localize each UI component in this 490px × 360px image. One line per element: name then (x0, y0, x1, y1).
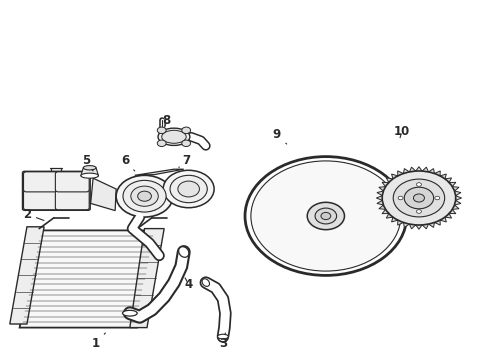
Circle shape (138, 191, 151, 201)
Circle shape (315, 208, 337, 224)
Circle shape (416, 210, 421, 213)
Circle shape (245, 157, 407, 275)
Circle shape (182, 140, 191, 147)
Circle shape (170, 175, 207, 203)
Ellipse shape (122, 310, 137, 316)
Polygon shape (81, 168, 98, 176)
Text: 7: 7 (179, 154, 190, 167)
Ellipse shape (179, 247, 189, 257)
Polygon shape (316, 228, 365, 269)
Polygon shape (344, 178, 392, 221)
Polygon shape (264, 174, 328, 202)
FancyBboxPatch shape (24, 172, 57, 192)
Circle shape (382, 171, 456, 225)
Circle shape (131, 186, 158, 206)
Ellipse shape (162, 130, 186, 143)
FancyBboxPatch shape (24, 190, 57, 210)
FancyBboxPatch shape (55, 190, 89, 210)
Ellipse shape (202, 279, 210, 287)
Ellipse shape (83, 166, 96, 170)
Text: 5: 5 (82, 154, 93, 171)
Circle shape (251, 161, 401, 271)
Circle shape (398, 196, 403, 200)
Polygon shape (252, 206, 312, 234)
Circle shape (435, 196, 440, 200)
Circle shape (414, 194, 424, 202)
Circle shape (182, 127, 191, 134)
Circle shape (157, 127, 166, 134)
Circle shape (321, 212, 331, 220)
Polygon shape (318, 162, 343, 208)
Polygon shape (281, 218, 308, 267)
Polygon shape (10, 227, 44, 324)
Text: 8: 8 (163, 114, 171, 127)
Ellipse shape (158, 128, 190, 145)
Circle shape (123, 180, 166, 212)
Polygon shape (20, 230, 157, 328)
Circle shape (116, 175, 173, 217)
Circle shape (416, 183, 421, 186)
Circle shape (393, 179, 445, 217)
Polygon shape (333, 222, 399, 239)
Circle shape (307, 202, 344, 230)
Ellipse shape (218, 334, 228, 339)
Text: 3: 3 (219, 333, 227, 350)
Circle shape (163, 170, 214, 208)
Text: 6: 6 (121, 154, 135, 171)
Polygon shape (135, 169, 184, 175)
FancyBboxPatch shape (55, 172, 89, 192)
Circle shape (404, 187, 434, 209)
Ellipse shape (81, 173, 98, 178)
Circle shape (157, 140, 166, 147)
Text: 1: 1 (92, 333, 105, 350)
Text: 2: 2 (23, 208, 44, 221)
Polygon shape (130, 229, 164, 328)
Text: 4: 4 (185, 278, 193, 291)
Polygon shape (376, 167, 462, 229)
Text: 9: 9 (273, 129, 287, 144)
Circle shape (178, 181, 199, 197)
Text: 10: 10 (393, 125, 410, 138)
Polygon shape (91, 178, 116, 211)
